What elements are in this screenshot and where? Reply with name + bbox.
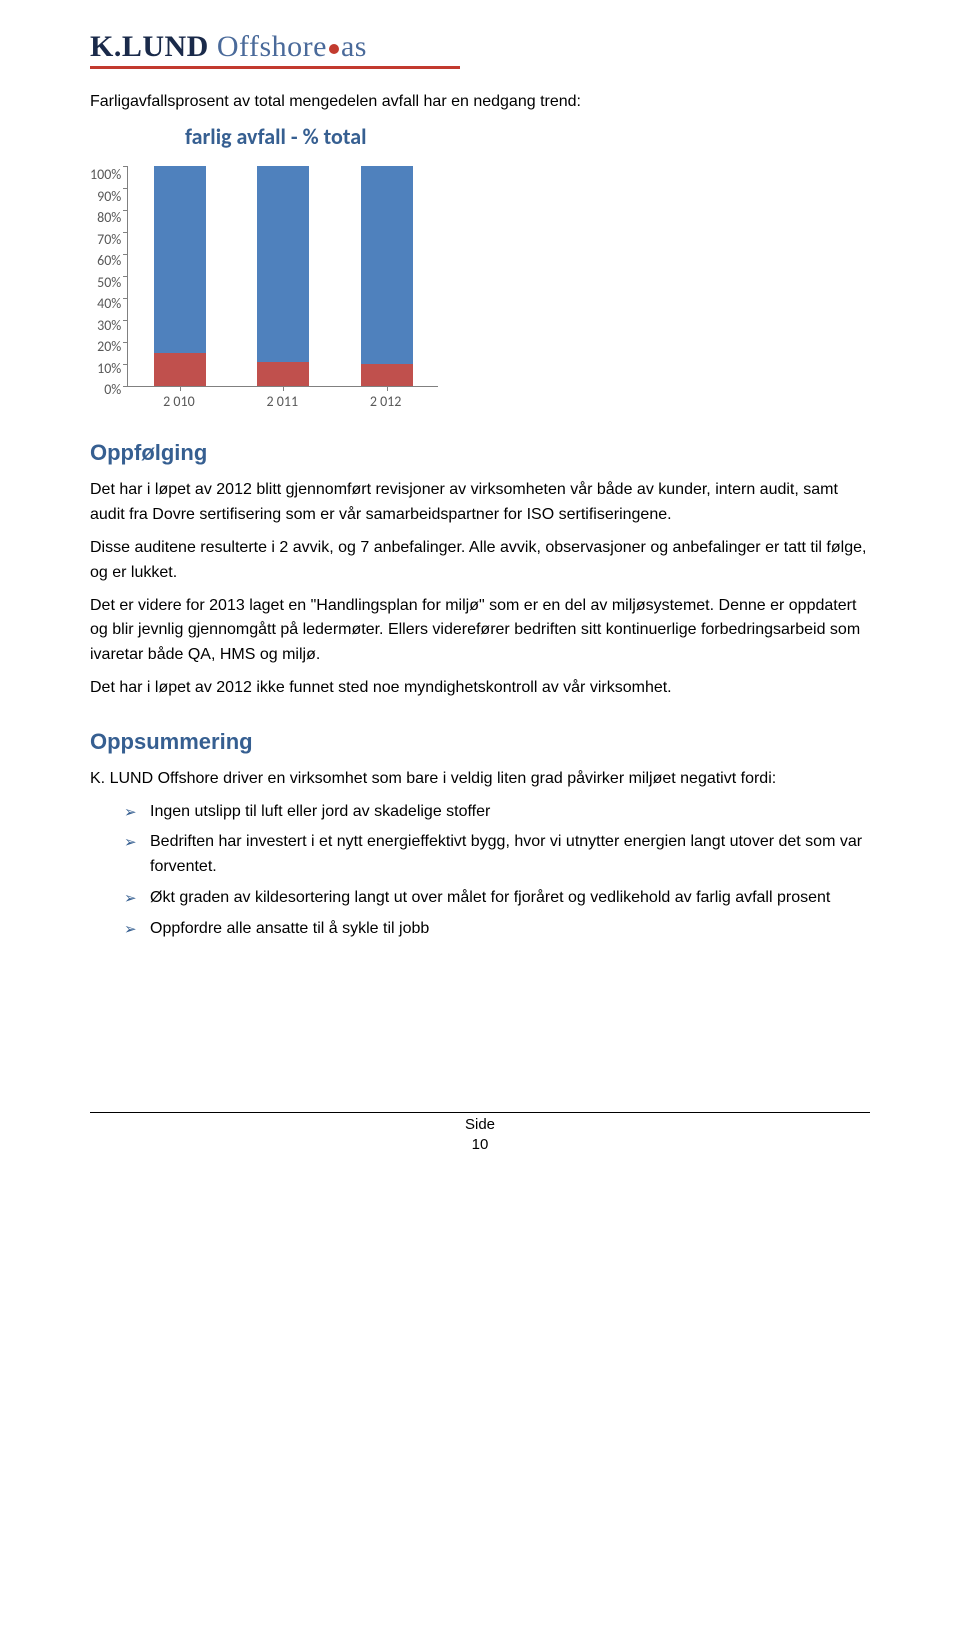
- chart-y-axis: 100% 90% 80% 70% 60% 50% 40% 30% 20% 10% 0%: [90, 166, 127, 398]
- list-item-text: Økt graden av kildesortering langt ut ov…: [150, 889, 830, 906]
- x-tick-label: 2 012: [370, 393, 402, 410]
- y-tick-label: 60%: [97, 252, 121, 269]
- y-tick-label: 70%: [97, 231, 121, 248]
- list-item: ➢ Bedriften har investert i et nytt energ…: [124, 830, 870, 880]
- y-tick-label: 100%: [90, 166, 121, 183]
- logo-dot-icon: [329, 44, 339, 54]
- oppfolging-p3: Det er videre for 2013 laget en "Handlin…: [90, 594, 870, 668]
- intro-paragraph: Farligavfallsprosent av total mengedelen…: [90, 91, 870, 113]
- bar: [154, 166, 206, 386]
- y-tick-label: 10%: [97, 360, 121, 377]
- y-tick-label: 40%: [97, 295, 121, 312]
- bar-segment-top: [257, 166, 309, 362]
- bar: [257, 166, 309, 386]
- y-tick-label: 50%: [97, 274, 121, 291]
- list-item: ➢ Ingen utslipp til luft eller jord av sk…: [124, 800, 870, 825]
- footer-page: 10: [90, 1135, 870, 1155]
- oppsummering-list: ➢ Ingen utslipp til luft eller jord av sk…: [124, 800, 870, 942]
- chart-x-axis: 2 010 2 011 2 012: [127, 393, 437, 410]
- chart-title: farlig avfall - % total: [185, 123, 870, 150]
- bar-segment-bottom: [361, 364, 413, 386]
- oppfolging-p1: Det har i løpet av 2012 blitt gjennomfør…: [90, 478, 870, 528]
- y-tick-label: 80%: [97, 209, 121, 226]
- heading-oppfolging: Oppfølging: [90, 440, 870, 466]
- chart-plot: [127, 166, 438, 387]
- footer-label: Side: [90, 1115, 870, 1135]
- chart-container: farlig avfall - % total 100% 90% 80% 70% 60%…: [90, 123, 870, 410]
- logo-part3: as: [341, 30, 367, 63]
- bar-segment-top: [361, 166, 413, 364]
- y-tick-label: 90%: [97, 188, 121, 205]
- arrow-icon: ➢: [124, 887, 137, 910]
- heading-oppsummering: Oppsummering: [90, 729, 870, 755]
- logo-part1: K.LUND: [90, 30, 209, 63]
- oppsummering-intro: K. LUND Offshore driver en virksomhet so…: [90, 767, 870, 792]
- list-item-text: Ingen utslipp til luft eller jord av ska…: [150, 803, 490, 820]
- bar: [361, 166, 413, 386]
- oppfolging-p2: Disse auditene resulterte i 2 avvik, og …: [90, 536, 870, 586]
- arrow-icon: ➢: [124, 831, 137, 854]
- y-tick-label: 20%: [97, 338, 121, 355]
- y-tick-label: 0%: [104, 381, 121, 398]
- page-footer: Side 10: [90, 1112, 870, 1156]
- bar-segment-bottom: [257, 362, 309, 386]
- bar-segment-top: [154, 166, 206, 353]
- oppfolging-p4: Det har i løpet av 2012 ikke funnet sted…: [90, 676, 870, 701]
- logo-part2: Offshore: [217, 30, 327, 63]
- logo-underline: [90, 66, 460, 69]
- arrow-icon: ➢: [124, 918, 137, 941]
- bar-segment-bottom: [154, 353, 206, 386]
- list-item: ➢ Oppfordre alle ansatte til å sykle til …: [124, 917, 870, 942]
- x-tick-label: 2 010: [163, 393, 195, 410]
- list-item-text: Bedriften har investert i et nytt energi…: [150, 833, 862, 875]
- list-item: ➢ Økt graden av kildesortering langt ut o…: [124, 886, 870, 911]
- list-item-text: Oppfordre alle ansatte til å sykle til j…: [150, 920, 429, 937]
- arrow-icon: ➢: [124, 801, 137, 824]
- company-logo: K.LUND Offshore as: [90, 30, 870, 69]
- y-tick-label: 30%: [97, 317, 121, 334]
- x-tick-label: 2 011: [267, 393, 299, 410]
